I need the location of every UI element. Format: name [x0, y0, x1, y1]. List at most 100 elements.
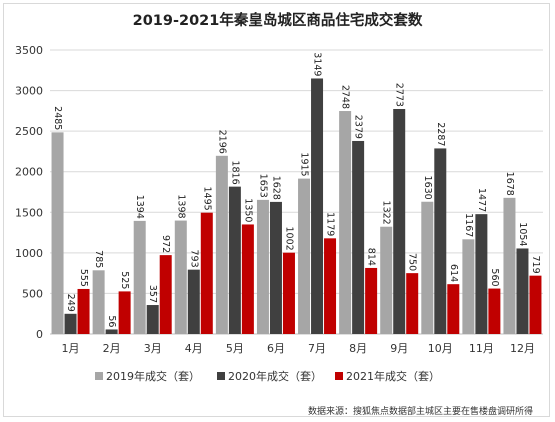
data-label: 1054 [517, 222, 528, 246]
legend-label: 2021年成交（套） [346, 369, 440, 383]
bar [462, 239, 475, 334]
data-label: 793 [188, 250, 199, 268]
data-label: 560 [489, 268, 500, 286]
data-label: 785 [93, 250, 104, 268]
data-label: 1915 [299, 152, 310, 176]
bar [311, 78, 324, 334]
data-label: 2379 [353, 115, 364, 139]
data-label: 2196 [216, 130, 227, 154]
data-label: 972 [160, 235, 171, 253]
legend-swatch [217, 372, 225, 380]
y-tick-label: 1000 [15, 247, 43, 260]
x-tick-label: 12月 [510, 342, 535, 355]
data-label: 1495 [201, 187, 212, 211]
bar [64, 313, 77, 334]
bar [488, 288, 501, 334]
bar [159, 255, 172, 334]
data-label: 2287 [435, 122, 446, 146]
data-label: 1179 [325, 212, 336, 236]
data-label: 357 [147, 285, 158, 303]
bar [298, 178, 311, 334]
bar [77, 288, 90, 334]
data-label: 1167 [463, 213, 474, 237]
legend-label: 2020年成交（套） [228, 369, 322, 383]
bar [503, 197, 516, 334]
data-label: 2485 [52, 106, 63, 130]
x-tick-label: 4月 [185, 342, 203, 355]
data-label: 750 [407, 253, 418, 271]
x-tick-label: 5月 [226, 342, 244, 355]
data-label: 1002 [283, 227, 294, 251]
data-label: 1398 [175, 194, 186, 218]
bar [228, 186, 241, 334]
legend-swatch [335, 372, 343, 380]
data-label: 614 [448, 264, 459, 282]
data-label: 1350 [242, 198, 253, 222]
bar [324, 238, 337, 334]
bar [393, 108, 406, 334]
bar [447, 284, 460, 334]
bar [133, 220, 146, 334]
bar [187, 269, 200, 334]
data-label: 2773 [394, 83, 405, 107]
chart-title: 2019-2021年秦皇岛城区商品住宅成交套数 [132, 13, 423, 29]
data-label: 249 [65, 294, 76, 312]
x-tick-label: 1月 [62, 342, 80, 355]
y-tick-label: 0 [36, 328, 43, 341]
bar [365, 267, 378, 334]
data-label: 3149 [312, 52, 323, 76]
legend-swatch [95, 372, 103, 380]
bar [105, 329, 118, 334]
data-label: 555 [78, 269, 89, 287]
x-tick-label: 9月 [390, 342, 408, 355]
y-tick-label: 1500 [15, 206, 43, 219]
y-tick-label: 3000 [15, 85, 43, 98]
x-tick-label: 7月 [308, 342, 326, 355]
data-label: 1816 [229, 160, 240, 184]
data-label: 1628 [270, 176, 281, 200]
x-tick-label: 10月 [428, 342, 453, 355]
data-label: 814 [366, 248, 377, 266]
bar [92, 270, 105, 334]
bar [529, 275, 542, 334]
y-tick-label: 500 [22, 287, 43, 300]
bar [475, 214, 488, 334]
bar [421, 201, 434, 334]
y-tick-label: 3500 [15, 44, 43, 57]
x-tick-label: 2月 [103, 342, 121, 355]
data-label: 56 [106, 315, 117, 327]
y-tick-label: 2500 [15, 125, 43, 138]
x-tick-label: 8月 [349, 342, 367, 355]
bar [118, 291, 131, 334]
legend-label: 2019年成交（套） [106, 369, 200, 383]
bar [146, 305, 159, 334]
x-tick-label: 11月 [469, 342, 494, 355]
bar [174, 220, 187, 334]
bar [352, 140, 365, 334]
bar [380, 226, 393, 334]
bar [51, 132, 64, 334]
data-label: 1394 [134, 195, 145, 219]
bar [256, 199, 269, 334]
bar [434, 148, 447, 334]
source-note: 数据来源：搜狐焦点数据部主城区主要在售楼盘调研所得 [307, 407, 533, 417]
bar [516, 248, 529, 334]
data-label: 1653 [257, 174, 268, 198]
bar [406, 273, 419, 334]
bar [241, 224, 254, 334]
data-label: 719 [530, 256, 541, 274]
data-label: 2748 [340, 85, 351, 109]
data-label: 1477 [476, 188, 487, 212]
data-label: 1678 [504, 172, 515, 196]
bar [282, 252, 295, 334]
bar [215, 155, 228, 334]
data-label: 525 [119, 271, 130, 289]
y-tick-label: 2000 [15, 166, 43, 179]
x-tick-label: 6月 [267, 342, 285, 355]
bar [339, 111, 352, 334]
bar [200, 212, 213, 334]
data-label: 1630 [422, 176, 433, 200]
x-tick-label: 3月 [144, 342, 162, 355]
data-label: 1322 [381, 201, 392, 225]
